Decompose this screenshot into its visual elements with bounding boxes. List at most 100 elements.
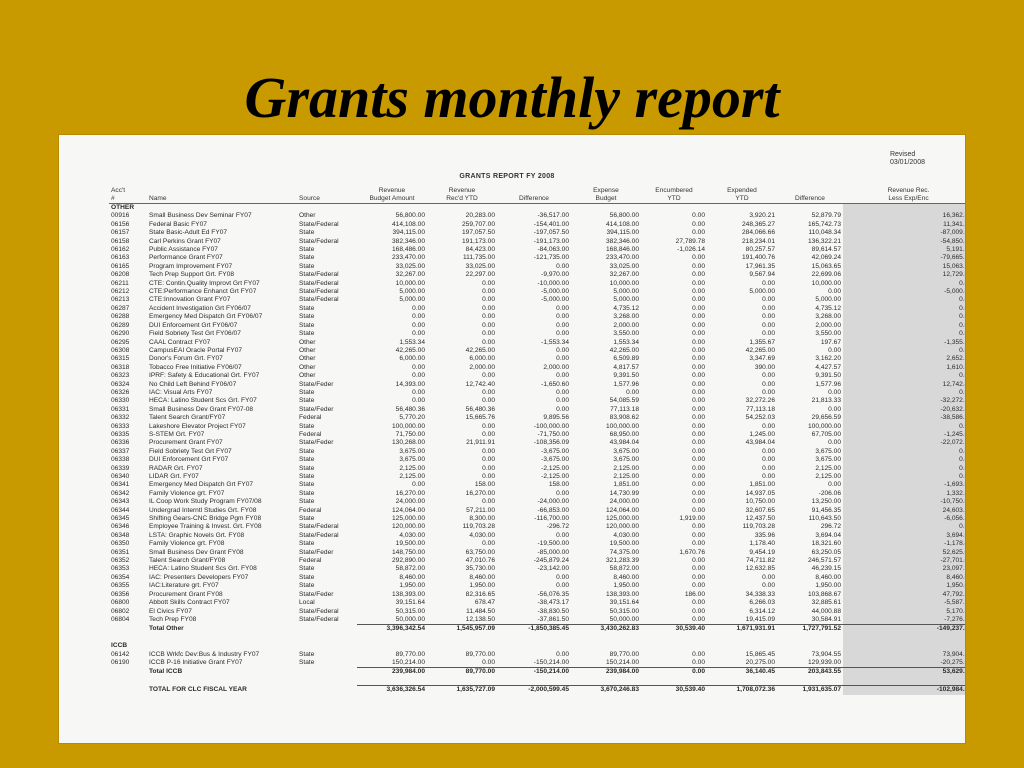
- table-cell: 382,346.00: [391, 237, 425, 245]
- table-cell: -116,700.00: [534, 515, 569, 523]
- table-cell: 18,321.60: [811, 540, 841, 548]
- table-cell: 06351: [111, 548, 130, 556]
- section-label-row: OTHER: [109, 203, 965, 213]
- table-cell: 06163: [111, 254, 130, 262]
- table-cell: 0.00: [556, 304, 569, 312]
- table-cell: 9,391.50: [613, 372, 639, 380]
- column-header: #: [109, 195, 147, 204]
- table-cell: 0.00: [692, 397, 705, 405]
- table-cell: State: [299, 262, 315, 270]
- scanned-report: Revised 03/01/2008 GRANTS REPORT FY 2008…: [59, 135, 965, 743]
- table-cell: -19,500.00: [537, 540, 569, 548]
- table-cell: S-STEM Grt. FY07: [149, 430, 205, 438]
- table-cell: 39,151.64: [609, 599, 639, 607]
- table-cell: 47,010.76: [465, 557, 495, 565]
- table-cell: 06212: [111, 288, 130, 296]
- table-cell: Other: [299, 212, 316, 220]
- table-cell: 32,607.65: [745, 506, 775, 514]
- table-cell: 5,000.00: [613, 296, 639, 304]
- table-row: 06212 CTE:Performance Enhanct Grt FY07 Sta…: [109, 288, 965, 297]
- table-row: 06295 CAAL Contract FY07 Other 1,553.34 0.00…: [109, 338, 965, 347]
- table-cell: 06802: [111, 607, 130, 615]
- table-cell: Other: [299, 372, 316, 380]
- table-cell: -23,142.00: [537, 565, 569, 573]
- table-cell: 0.00: [843, 330, 965, 339]
- table-cell: 1,577.96: [613, 380, 639, 388]
- table-cell: 0.00: [482, 658, 495, 666]
- table-cell: State: [299, 246, 315, 254]
- table-row: 06338 DUI Enforcement Grt FY07 State 3,675.…: [109, 456, 965, 465]
- table-cell: 6,000.00: [399, 355, 425, 363]
- table-cell: 3,675.00: [399, 447, 425, 455]
- table-cell: 1,577.96: [815, 380, 841, 388]
- table-cell: Total Other: [149, 625, 184, 633]
- table-cell: 0.00: [556, 388, 569, 396]
- table-cell: 27,789.78: [675, 237, 705, 245]
- column-header-top: [297, 187, 357, 195]
- grand-total-row: TOTAL FOR CLC FISCAL YEAR 3,636,326.54 1,6…: [109, 685, 965, 695]
- table-cell: 0.00: [412, 372, 425, 380]
- table-cell: 4,030.00: [613, 531, 639, 539]
- table-cell: 0.00: [482, 540, 495, 548]
- table-cell: 138,393.00: [391, 590, 425, 598]
- table-cell: CTE:Innovation Grant FY07: [149, 296, 231, 304]
- table-cell: 1,545,957.09: [427, 624, 497, 634]
- table-cell: 0.00: [843, 456, 965, 465]
- column-header-top: Expense: [593, 187, 619, 194]
- table-cell: State: [299, 481, 315, 489]
- table-cell: 1,950.00: [469, 582, 495, 590]
- table-cell: 10,000.00: [811, 279, 841, 287]
- table-cell: 2,000.00: [815, 321, 841, 329]
- table-row: 06802 El Civics FY07 State/Federal 50,315.0…: [109, 607, 965, 616]
- table-cell: 32,885.61: [811, 599, 841, 607]
- table-cell: 0.00: [692, 338, 705, 346]
- table-row: 06345 Shifting Gears-CNC Bridge Pgm FY08 S…: [109, 515, 965, 524]
- table-cell: 0.00: [762, 422, 775, 430]
- table-cell: 3,920.21: [749, 212, 775, 220]
- table-cell: 06156: [111, 220, 130, 228]
- table-cell: -22,072.13: [843, 439, 965, 448]
- table-cell: State Basic-Adult Ed FY07: [149, 229, 228, 237]
- table-cell: 1,671,931.91: [707, 624, 777, 634]
- table-cell: 218,234.01: [741, 237, 775, 245]
- table-row: 00916 Small Business Dev Seminar FY07 Othe…: [109, 212, 965, 221]
- column-header: Less Exp/Enc: [843, 195, 965, 204]
- table-cell: 8,460.00: [815, 573, 841, 581]
- table-cell: 233,470.00: [605, 254, 639, 262]
- table-cell: IPRF: Safety & Educational Grt. FY07: [149, 372, 260, 380]
- table-cell: -1,178.40: [843, 540, 965, 549]
- table-cell: DUI Enforcement Grt FY06/07: [149, 321, 238, 329]
- table-cell: 9,895.56: [543, 414, 569, 422]
- table-cell: 06800: [111, 599, 130, 607]
- table-cell: 22,297.00: [465, 271, 495, 279]
- table-cell: 259,707.00: [461, 220, 495, 228]
- table-row: 06287 Accident Investigation Grt FY06/07 S…: [109, 304, 965, 314]
- table-cell: 06208: [111, 271, 130, 279]
- table-cell: 19,500.00: [395, 540, 425, 548]
- table-cell: -71,750.00: [537, 430, 569, 438]
- table-cell: 21,911.91: [466, 439, 495, 447]
- table-cell: 06340: [111, 473, 130, 480]
- table-cell: Emergency Med Dispatch Grt FY07: [149, 481, 254, 489]
- table-cell: 9,454.19: [749, 548, 775, 556]
- table-cell: 15,865.45: [745, 650, 775, 658]
- table-cell: 138,393.00: [605, 590, 639, 598]
- table-cell: -5,000.00: [843, 288, 965, 297]
- table-cell: -154,401.00: [533, 220, 569, 228]
- table-cell: 06315: [111, 355, 130, 363]
- table-cell: 10,000.00: [609, 279, 639, 287]
- table-cell: -7,276.59: [843, 615, 965, 625]
- table-cell: CTE: Contin.Quality Improvt Grt FY07: [149, 279, 260, 287]
- table-cell: Talent Search Grant/FY07: [149, 414, 226, 422]
- table-row: 06356 Procurement Grant FY08 State/Feder 13…: [109, 590, 965, 600]
- table-cell: 0.00: [556, 372, 569, 380]
- table-cell: 4,735.12: [613, 304, 639, 312]
- table-cell: 0.00: [556, 489, 569, 497]
- table-cell: 394,115.00: [606, 229, 639, 237]
- table-cell: 84,423.00: [465, 246, 495, 254]
- table-cell: 158.00: [474, 481, 495, 489]
- table-cell: -20,632.82: [843, 405, 965, 415]
- table-cell: 0.00: [412, 321, 425, 329]
- table-cell: 197.67: [820, 338, 841, 346]
- table-cell: 0.00: [762, 372, 775, 380]
